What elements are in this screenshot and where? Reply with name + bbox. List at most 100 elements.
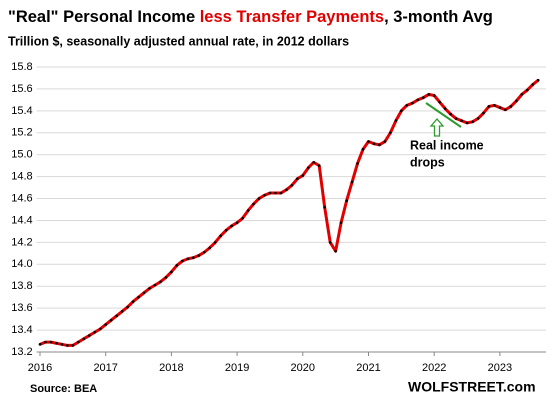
data-point: [296, 177, 299, 181]
annotation-text: drops: [410, 155, 445, 169]
data-point: [411, 101, 414, 105]
data-point: [274, 191, 277, 195]
x-tick-label: 2022: [422, 362, 446, 374]
data-point: [76, 340, 80, 344]
source: Source: BEA: [30, 383, 97, 395]
data-point: [208, 246, 211, 250]
data-point: [526, 88, 529, 92]
y-tick-label: 15.4: [11, 105, 32, 117]
annotation: Real income drops: [410, 102, 484, 169]
data-point: [509, 105, 513, 108]
data-point: [235, 221, 239, 224]
data-point: [66, 344, 69, 347]
y-tick-label: 14.8: [11, 171, 32, 183]
y-tick-label: 15.2: [11, 127, 32, 139]
data-point: [55, 341, 58, 345]
data-point: [394, 119, 398, 123]
data-point: [383, 140, 387, 143]
data-point: [356, 162, 359, 165]
x-tick-label: 2018: [159, 362, 183, 374]
data-point: [438, 100, 441, 104]
data-point: [476, 117, 480, 120]
data-point: [504, 108, 507, 112]
data-point: [372, 142, 376, 146]
data-point: [312, 161, 316, 164]
annotation-arrow: [429, 118, 445, 137]
data-point: [202, 250, 206, 254]
data-point: [197, 254, 201, 257]
data-line: [39, 78, 540, 347]
data-point: [482, 111, 485, 115]
y-tick-label: 15.0: [11, 149, 32, 161]
data-point: [219, 234, 222, 238]
data-point: [115, 314, 118, 318]
data-point: [246, 209, 250, 212]
data-point: [186, 257, 190, 261]
x-tick-label: 2019: [225, 362, 249, 374]
data-point: [361, 147, 365, 151]
data-point: [191, 256, 195, 260]
data-point: [126, 305, 129, 309]
data-point: [306, 166, 310, 170]
chart-title: "Real" Personal Income less Transfer Pay…: [8, 8, 493, 26]
data-point: [378, 143, 381, 147]
data-point: [263, 193, 266, 197]
data-point: [279, 191, 283, 195]
annotation-line: [425, 102, 462, 128]
data-point: [285, 188, 288, 192]
x-tick-label: 2023: [488, 362, 512, 374]
title-part: "Real" Personal Income: [8, 8, 200, 26]
data-point: [98, 327, 102, 331]
y-tick-label: 15.8: [11, 61, 32, 73]
data-point: [400, 109, 403, 113]
y-tick-label: 15.6: [11, 83, 32, 95]
data-point: [367, 140, 370, 143]
data-point: [71, 344, 75, 347]
data-point: [443, 107, 447, 110]
data-point: [148, 287, 151, 290]
annotation-text: Real income: [410, 138, 484, 152]
data-point: [339, 221, 343, 224]
data-point: [421, 96, 425, 99]
data-point: [252, 202, 255, 206]
data-point: [432, 94, 436, 97]
data-point: [515, 99, 518, 103]
y-tick-label: 14.4: [11, 214, 32, 226]
data-point: [345, 199, 348, 203]
data-point: [498, 106, 502, 109]
data-point: [493, 104, 496, 107]
data-point: [290, 184, 294, 187]
data-point: [131, 300, 135, 303]
x-tick-label: 2020: [291, 362, 315, 374]
y-tick-label: 13.2: [11, 346, 32, 358]
data-point: [520, 93, 524, 96]
data-point: [323, 206, 326, 209]
watermark: WOLFSTREET.com: [408, 379, 536, 395]
data-point: [536, 78, 540, 82]
data-point: [334, 249, 337, 253]
data-point: [44, 340, 47, 344]
data-point: [454, 117, 458, 120]
data-point: [109, 318, 113, 322]
data-point: [170, 270, 173, 274]
data-point: [213, 241, 217, 244]
y-tick-label: 13.8: [11, 280, 32, 292]
data-point: [460, 119, 463, 123]
x-tick-label: 2021: [356, 362, 380, 374]
data-point: [175, 264, 179, 267]
data-point: [268, 191, 272, 195]
data-point: [120, 310, 124, 313]
data-point: [531, 83, 535, 86]
data-point: [328, 241, 332, 244]
data-point: [405, 104, 409, 107]
data-point: [449, 112, 452, 116]
data-point: [87, 334, 91, 337]
data-point: [164, 276, 168, 279]
chart-subtitle: Trillion $, seasonally adjusted annual r…: [8, 34, 349, 48]
title-part: , 3-month Avg: [384, 8, 493, 26]
data-point: [301, 174, 305, 177]
x-tick-label: 2016: [28, 362, 52, 374]
y-tick-label: 14.2: [11, 236, 32, 248]
data-point: [60, 343, 64, 346]
